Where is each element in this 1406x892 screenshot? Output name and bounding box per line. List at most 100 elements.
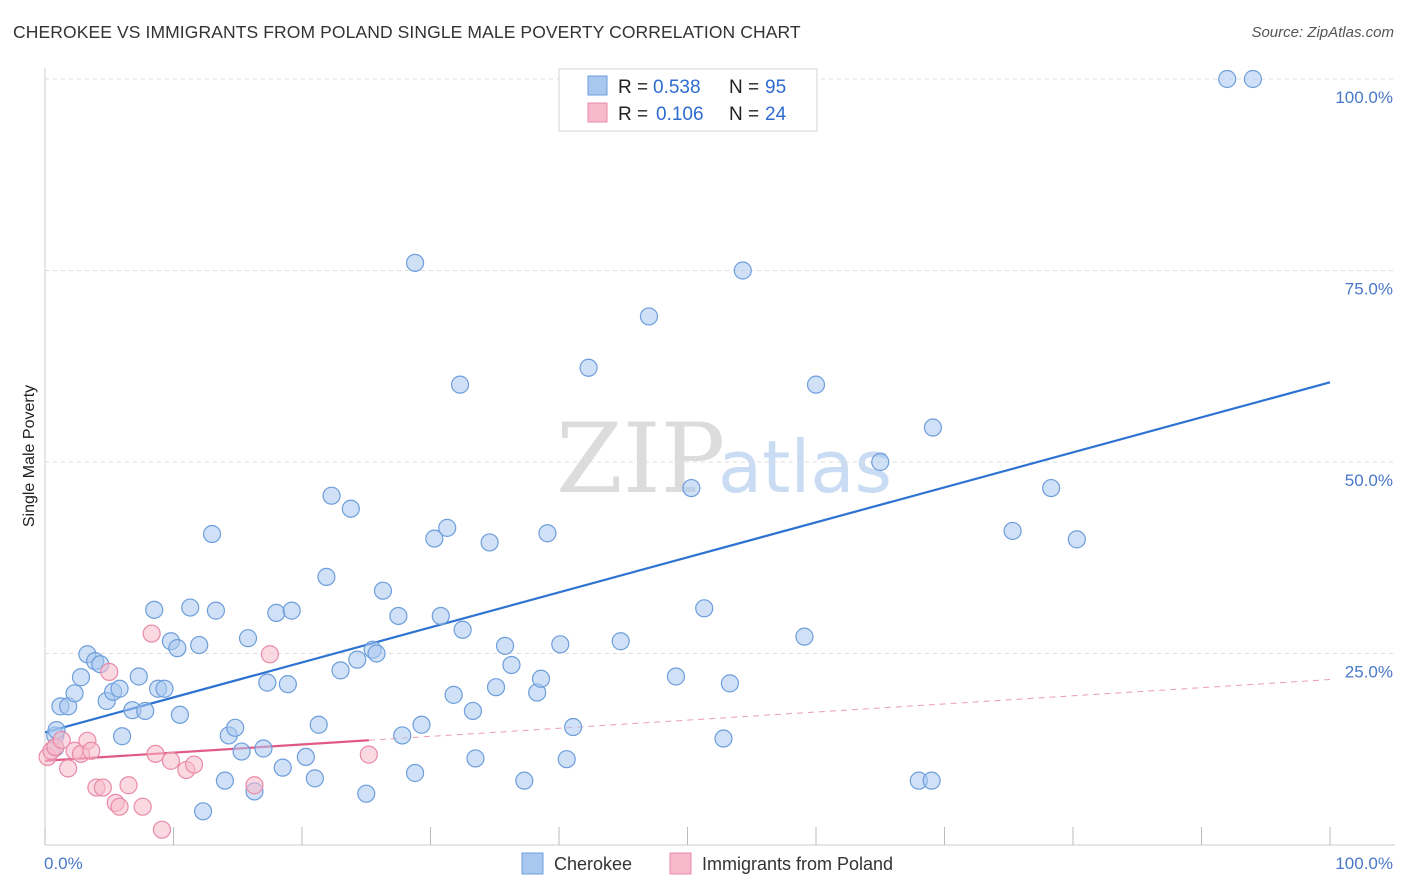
cherokee-point-48 <box>357 784 376 803</box>
legend-r-value-cherokee: 0.538 <box>653 77 701 98</box>
gridlines <box>45 78 1395 654</box>
cherokee-point-23 <box>181 598 200 617</box>
cherokee-point-17 <box>145 600 164 619</box>
cherokee-point-56 <box>425 529 444 548</box>
cherokee-point-68 <box>515 771 534 790</box>
cherokee-point-53 <box>393 726 412 745</box>
cherokee-point-89 <box>922 771 941 790</box>
cherokee-point-41 <box>305 769 324 788</box>
poland-point-14 <box>119 776 138 795</box>
cherokee-point-61 <box>453 620 472 639</box>
cherokee-point-91 <box>1042 478 1061 498</box>
legend-n-value-poland: 24 <box>765 104 787 125</box>
series-cherokee <box>46 69 1263 821</box>
cherokee-point-47 <box>348 650 367 669</box>
y-tick-label-100: 100.0% <box>1335 88 1393 107</box>
bottom-legend: Cherokee Immigrants from Poland <box>521 852 893 875</box>
cherokee-point-72 <box>551 635 570 654</box>
y-tick-label-50: 50.0% <box>1345 471 1393 490</box>
cherokee-point-71 <box>538 524 557 543</box>
cherokee-point-31 <box>232 742 251 761</box>
watermark-atlas: atlas <box>718 425 892 509</box>
cherokee-point-78 <box>666 667 686 686</box>
cherokee-point-82 <box>720 674 740 693</box>
watermark-zip: ZIP <box>556 403 725 515</box>
axes <box>44 68 1395 846</box>
cherokee-point-38 <box>278 675 297 694</box>
legend-r-value-poland: 0.106 <box>656 104 704 125</box>
trend-line-extension-poland <box>368 679 1331 741</box>
series-poland <box>38 624 378 839</box>
poland-point-22 <box>245 776 264 795</box>
cherokee-point-42 <box>309 715 328 734</box>
bottom-legend-poland: Immigrants from Poland <box>702 854 893 874</box>
cherokee-point-60 <box>450 375 470 394</box>
cherokee-point-24 <box>190 635 209 655</box>
chart-title: CHEROKEE VS IMMIGRANTS FROM POLAND SINGL… <box>13 22 801 42</box>
cherokee-point-81 <box>714 729 733 748</box>
cherokee-point-93 <box>1218 69 1237 89</box>
cherokee-point-80 <box>695 599 714 618</box>
cherokee-point-54 <box>405 763 425 783</box>
cherokee-point-62 <box>463 701 483 721</box>
legend-n-label-cherokee: N = <box>729 77 759 98</box>
cherokee-point-30 <box>226 718 245 737</box>
legend-r-label-poland: R = <box>618 104 648 125</box>
cherokee-point-95 <box>405 253 425 272</box>
cherokee-point-70 <box>531 669 551 688</box>
cherokee-point-83 <box>733 261 752 280</box>
cherokee-point-65 <box>486 678 506 697</box>
cherokee-point-74 <box>564 717 583 737</box>
poland-point-19 <box>161 751 181 770</box>
cherokee-point-73 <box>557 750 576 769</box>
poland-point-10 <box>93 778 112 797</box>
cherokee-point-50 <box>367 644 386 663</box>
cherokee-point-45 <box>331 661 350 680</box>
cherokee-point-44 <box>322 486 341 505</box>
cherokee-point-90 <box>1003 521 1022 541</box>
bottom-legend-swatch-cherokee <box>521 852 544 875</box>
cherokee-point-12 <box>110 679 129 698</box>
cherokee-point-86 <box>871 452 890 472</box>
x-tick-label-max: 100.0% <box>1335 854 1393 873</box>
poland-point-16 <box>142 624 161 643</box>
cherokee-point-15 <box>129 667 148 686</box>
cherokee-point-94 <box>1243 69 1263 89</box>
cherokee-point-34 <box>254 739 273 758</box>
cherokee-point-21 <box>168 639 187 658</box>
bottom-legend-swatch-poland <box>669 852 692 875</box>
poland-point-11 <box>100 662 119 681</box>
trend-lines <box>44 381 1331 762</box>
data-points <box>38 69 1263 839</box>
cherokee-point-63 <box>466 749 485 768</box>
poland-point-24 <box>359 745 378 764</box>
legend-swatch-cherokee <box>587 75 608 96</box>
y-tick-label-25: 25.0% <box>1345 663 1393 682</box>
legend-swatch-poland <box>587 102 608 123</box>
cherokee-point-79 <box>682 478 701 498</box>
cherokee-point-26 <box>202 524 222 544</box>
x-tick-label-min: 0.0% <box>44 854 83 873</box>
trend-line-cherokee <box>44 381 1331 734</box>
cherokee-point-27 <box>206 601 226 620</box>
legend-r-label-cherokee: R = <box>618 77 648 98</box>
legend: R = 0.538 N = 95 R = 0.106 N = 24 <box>558 68 818 132</box>
cherokee-point-32 <box>238 629 258 648</box>
bottom-legend-cherokee: Cherokee <box>554 854 632 874</box>
cherokee-point-66 <box>495 636 515 655</box>
poland-point-4 <box>59 759 78 778</box>
cherokee-point-5 <box>65 684 84 703</box>
poland-point-17 <box>146 744 165 763</box>
cherokee-point-92 <box>1067 530 1086 549</box>
cherokee-point-85 <box>806 375 826 394</box>
legend-n-value-cherokee: 95 <box>765 77 786 98</box>
cherokee-point-19 <box>155 679 174 698</box>
cherokee-point-28 <box>215 771 234 790</box>
legend-n-label-poland: N = <box>729 104 759 125</box>
cherokee-point-39 <box>282 601 301 620</box>
cherokee-point-55 <box>412 715 431 734</box>
y-axis-label: Single Male Poverty <box>21 385 38 527</box>
cherokee-point-57 <box>431 606 450 626</box>
cherokee-point-22 <box>170 705 190 724</box>
cherokee-point-36 <box>267 603 286 623</box>
